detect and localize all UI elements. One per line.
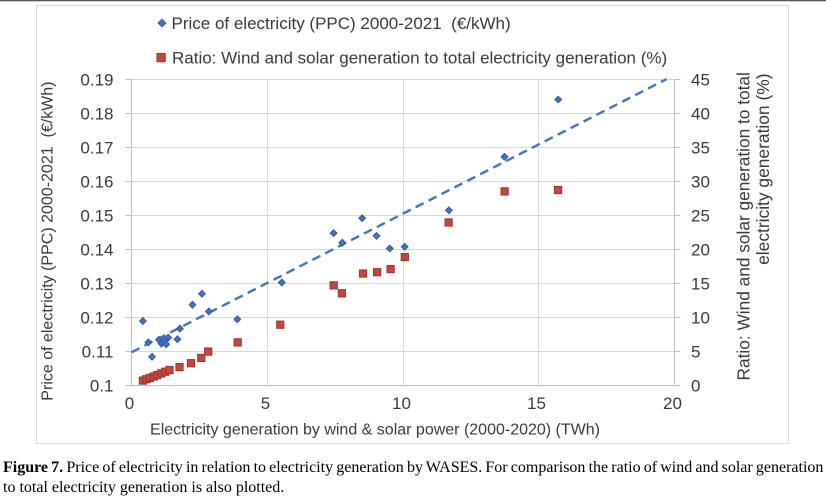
svg-text:10: 10 [691,309,710,328]
svg-text:0.12: 0.12 [80,309,113,328]
svg-text:45: 45 [691,71,710,90]
svg-text:0.15: 0.15 [80,207,113,226]
svg-text:30: 30 [691,173,710,192]
svg-text:Ratio: Wind and solar generati: Ratio: Wind and solar generation to tota… [734,72,754,380]
svg-text:20: 20 [691,241,710,260]
svg-text:Electricity generation by wind: Electricity generation by wind & solar p… [150,422,600,439]
svg-text:10: 10 [392,394,411,413]
svg-text:0.13: 0.13 [80,275,113,294]
svg-text:40: 40 [691,105,710,124]
svg-text:0.1: 0.1 [90,377,114,396]
svg-text:15: 15 [691,275,710,294]
svg-text:5: 5 [691,343,700,362]
svg-text:0.16: 0.16 [80,173,113,192]
svg-text:0: 0 [691,377,700,396]
svg-text:25: 25 [691,207,710,226]
svg-text:15: 15 [527,394,546,413]
svg-text:electricity generation (%): electricity generation (%) [753,74,773,265]
svg-text:35: 35 [691,139,710,158]
svg-text:0.19: 0.19 [80,71,113,90]
svg-text:0.14: 0.14 [80,241,113,260]
svg-text:Ratio: Wind and solar generati: Ratio: Wind and solar generation to tota… [172,49,667,68]
svg-text:0.11: 0.11 [82,343,114,362]
svg-text:20: 20 [663,394,682,413]
svg-text:0.18: 0.18 [80,105,113,124]
svg-text:Price of electricity (PPC) 200: Price of electricity (PPC) 2000-2021 (€/… [172,14,511,33]
svg-text:0.17: 0.17 [80,139,113,158]
svg-text:Price of electricity (PPC) 200: Price of electricity (PPC) 2000-2021 (€/… [40,81,57,400]
svg-text:5: 5 [261,394,270,413]
svg-text:0: 0 [125,394,134,413]
